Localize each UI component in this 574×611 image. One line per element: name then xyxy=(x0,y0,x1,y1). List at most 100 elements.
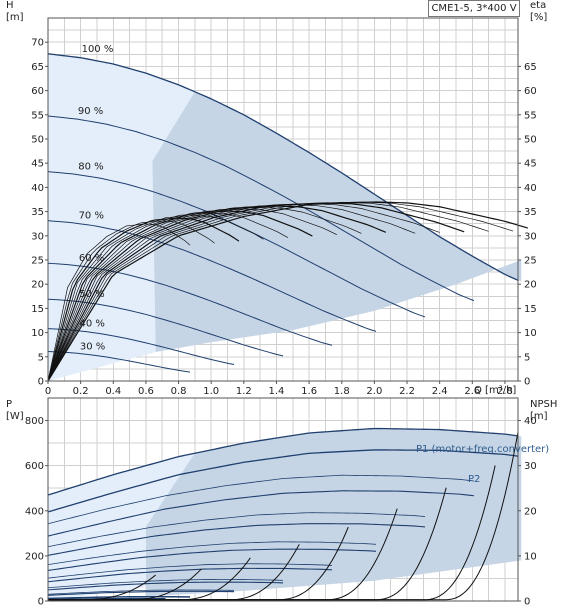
power-right-tick-label: 10 xyxy=(524,551,537,562)
eta-curve-13 xyxy=(47,220,215,382)
speed-label-90: 90 % xyxy=(78,106,103,117)
head-right-tick-label: 65 xyxy=(524,62,537,73)
p2-curve-70 xyxy=(47,548,377,571)
head-right-tick-label: 55 xyxy=(524,110,537,121)
top-right-axis-label-2: [%] xyxy=(530,12,548,23)
head-x-tick-label: 2.0 xyxy=(366,386,382,397)
p2-label: P2 xyxy=(468,474,481,485)
head-left-tick-label: 15 xyxy=(31,304,44,315)
top-left-axis-label: H [m] xyxy=(6,0,24,24)
head-left-tick-label: 5 xyxy=(38,352,44,363)
head-x-tick-label: 1.8 xyxy=(334,386,350,397)
p1-curve-100 xyxy=(47,427,519,496)
operating-area xyxy=(152,91,522,352)
eta-curve-3 xyxy=(47,202,465,382)
p1-curve-70 xyxy=(47,541,377,566)
bottom-right-axis-label-1: NPSH xyxy=(530,399,558,410)
head-plot-frame xyxy=(47,17,519,382)
head-right-tick-label: 40 xyxy=(524,183,537,194)
speed-label-40: 40 % xyxy=(80,319,105,330)
top-right-axis-label: eta [%] xyxy=(530,0,547,24)
speed-label-30: 30 % xyxy=(80,342,105,353)
head-left-tick-label: 50 xyxy=(31,135,44,146)
power-left-tick-label: 200 xyxy=(25,551,44,562)
head-curve-90 xyxy=(47,115,475,302)
head-curve-70 xyxy=(47,220,377,332)
power-operating-area xyxy=(145,428,522,597)
head-right-tick-label: 5 xyxy=(524,352,530,363)
p2-curve-90 xyxy=(47,490,474,537)
top-left-axis-label-2: [m] xyxy=(6,12,24,23)
head-chart: 100 % 90 % 80 % 70 % 60 % 50 % 40 % 30 % 0 5 10 15 2… xyxy=(31,17,537,397)
bottom-right-axis-label-2: [m] xyxy=(530,411,548,422)
head-left-tick-label: 40 xyxy=(31,183,44,194)
head-right-tick-label: 35 xyxy=(524,207,537,218)
npsh-curve-8 xyxy=(48,432,519,601)
head-left-tick-label: 45 xyxy=(31,159,44,170)
power-right-tick-label: 20 xyxy=(524,506,537,517)
head-left-tick-label: 25 xyxy=(31,256,44,267)
p1-curve-90 xyxy=(47,474,474,525)
head-right-tick-label: 25 xyxy=(524,256,537,267)
head-x-tick-label: 0 xyxy=(45,386,51,397)
head-x-tick-label: 1.4 xyxy=(269,386,285,397)
head-right-tick-label: 50 xyxy=(524,135,537,146)
p1-curve-80 xyxy=(47,512,426,548)
head-x-tick-label: 0.8 xyxy=(171,386,187,397)
speed-label-100: 100 % xyxy=(82,44,114,55)
head-x-tick-label: 1.6 xyxy=(301,386,317,397)
head-right-tick-label: 0 xyxy=(524,377,530,388)
power-plot-frame xyxy=(47,397,519,602)
title-box: CME1-5, 3*400 V xyxy=(428,0,520,17)
eta-curve-8 xyxy=(47,208,338,382)
top-left-axis-label-1: H xyxy=(6,0,14,11)
p2-curve-100 xyxy=(47,449,519,513)
speed-label-80: 80 % xyxy=(78,162,103,173)
title-text: CME1-5, 3*400 V xyxy=(431,3,517,14)
power-right-tick-label: 30 xyxy=(524,461,537,472)
power-right-tick-label: 0 xyxy=(524,597,530,608)
head-x-tick-label: 0.6 xyxy=(138,386,154,397)
head-curve-100 xyxy=(47,53,519,281)
head-x-tick-label: 1.0 xyxy=(203,386,219,397)
head-left-tick-label: 65 xyxy=(31,62,44,73)
p1-label: P1 (motor+freq.converter) xyxy=(416,444,550,455)
head-right-tick-label: 30 xyxy=(524,231,537,242)
power-left-tick-label: 400 xyxy=(25,506,44,517)
eta-curve-14 xyxy=(47,223,191,382)
head-right-tick-label: 15 xyxy=(524,304,537,315)
head-right-tick-label: 20 xyxy=(524,280,537,291)
head-right-tick-label: 45 xyxy=(524,159,537,170)
power-chart: 0 200 400 600 800 0 10 20 30 40 xyxy=(25,397,537,608)
head-x-tick-label: 2.6 xyxy=(464,386,480,397)
head-right-tick-label: 60 xyxy=(524,86,537,97)
power-left-tick-label: 0 xyxy=(38,597,44,608)
speed-label-50: 50 % xyxy=(79,289,104,300)
head-left-tick-label: 70 xyxy=(31,38,44,49)
head-x-tick-label: 0.2 xyxy=(73,386,89,397)
head-x-tick-label: 1.2 xyxy=(236,386,252,397)
bottom-left-axis-label-1: P xyxy=(6,399,13,410)
bottom-left-axis-label: P [W] xyxy=(6,399,24,423)
head-right-tick-label: 10 xyxy=(524,328,537,339)
eta-curve-9 xyxy=(47,210,313,382)
head-left-tick-label: 20 xyxy=(31,280,44,291)
bottom-right-axis-label: NPSH [m] xyxy=(530,399,557,423)
head-left-tick-label: 30 xyxy=(31,231,44,242)
power-left-tick-label: 800 xyxy=(25,416,44,427)
top-right-axis-label-1: eta xyxy=(530,0,547,11)
p1-curve-50 xyxy=(47,579,284,589)
eta-curve-0 xyxy=(47,201,528,382)
speed-label-70: 70 % xyxy=(79,211,104,222)
head-x-tick-label: 2.4 xyxy=(432,386,448,397)
power-left-tick-label: 600 xyxy=(25,461,44,472)
head-left-tick-label: 55 xyxy=(31,110,44,121)
head-left-tick-label: 35 xyxy=(31,207,44,218)
head-left-tick-label: 0 xyxy=(38,377,44,388)
bottom-left-axis-label-2: [W] xyxy=(6,411,24,422)
head-curve-30 xyxy=(47,351,191,373)
p2-curve-40 xyxy=(47,590,235,596)
top-x-axis-label: Q [m³/h] xyxy=(474,385,517,396)
